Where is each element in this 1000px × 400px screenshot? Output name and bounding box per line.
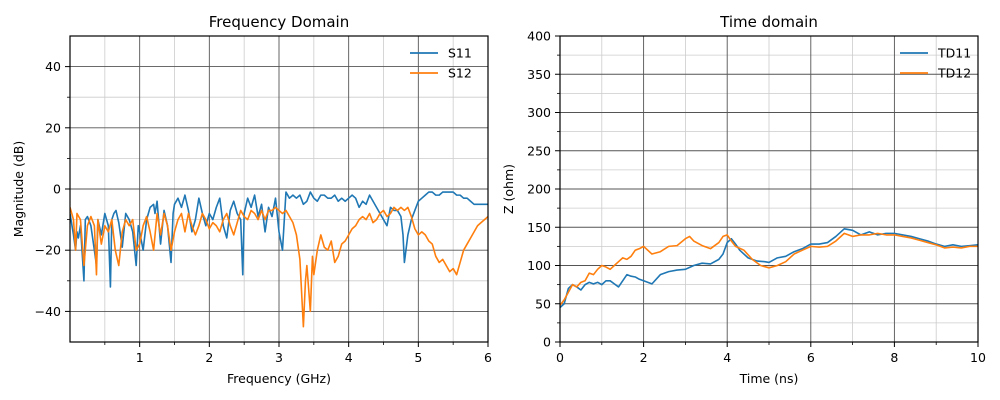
y-axis-label: Magnitude (dB) xyxy=(11,141,26,237)
y-tick-label: −20 xyxy=(35,243,61,258)
x-tick-label: 8 xyxy=(890,350,898,365)
y-tick-label: 100 xyxy=(527,258,551,273)
x-tick-label: 1 xyxy=(136,350,144,365)
y-tick-label: −40 xyxy=(35,304,61,319)
y-tick-label: 400 xyxy=(527,29,551,44)
chart-title: Frequency Domain xyxy=(209,13,349,31)
y-tick-label: 40 xyxy=(45,59,61,74)
legend-label-s11: S11 xyxy=(448,46,472,61)
chart-title: Time domain xyxy=(719,13,818,31)
y-tick-label: 50 xyxy=(535,296,551,311)
x-tick-label: 4 xyxy=(345,350,353,365)
y-tick-label: 300 xyxy=(527,105,551,120)
legend: TD11 TD12 xyxy=(900,46,971,81)
frequency-domain-panel: 1 2 3 4 5 6 −40 −20 0 20 40 Frequency Domain Frequen… xyxy=(11,13,492,386)
y-tick-label: 0 xyxy=(543,335,551,350)
series-group xyxy=(70,191,488,328)
y-tick-label: 200 xyxy=(527,182,551,197)
series-group xyxy=(560,227,978,309)
x-tick-label: 5 xyxy=(414,350,422,365)
y-tick-label: 20 xyxy=(45,120,61,135)
y-tick-label: 150 xyxy=(527,220,551,235)
x-tick-label: 6 xyxy=(484,350,492,365)
x-tick-label: 4 xyxy=(723,350,731,365)
ticks: 1 2 3 4 5 6 −40 −20 0 20 40 xyxy=(35,59,492,365)
x-tick-label: 10 xyxy=(970,350,986,365)
x-tick-label: 3 xyxy=(275,350,283,365)
x-tick-label: 2 xyxy=(205,350,213,365)
x-tick-label: 0 xyxy=(556,350,564,365)
x-axis-label: Time (ns) xyxy=(739,371,799,386)
y-tick-label: 350 xyxy=(527,67,551,82)
series-line-td12 xyxy=(560,232,978,306)
legend-label-s12: S12 xyxy=(448,66,472,81)
major-grid xyxy=(70,36,489,342)
y-tick-label: 250 xyxy=(527,143,551,158)
legend-label-td11: TD11 xyxy=(937,46,971,61)
y-tick-label: 0 xyxy=(53,182,61,197)
y-axis-label: Z (ohm) xyxy=(501,164,516,214)
series-line-s12 xyxy=(70,206,488,328)
x-tick-label: 2 xyxy=(640,350,648,365)
legend-label-td12: TD12 xyxy=(937,66,971,81)
x-tick-label: 6 xyxy=(807,350,815,365)
x-axis-label: Frequency (GHz) xyxy=(227,371,331,386)
series-line-td11 xyxy=(560,227,978,309)
